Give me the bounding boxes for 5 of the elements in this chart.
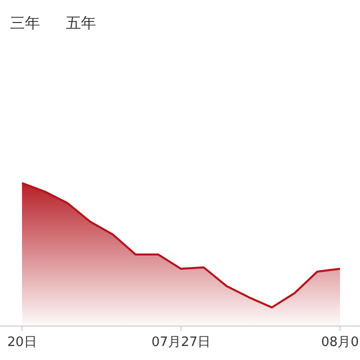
x-tick-label: 08月0: [321, 335, 359, 350]
text: 五年: [66, 14, 96, 32]
x-tick-label: 07月27日: [151, 335, 211, 350]
text: 三年: [10, 14, 40, 32]
x-tick-label: 20日: [7, 335, 37, 350]
